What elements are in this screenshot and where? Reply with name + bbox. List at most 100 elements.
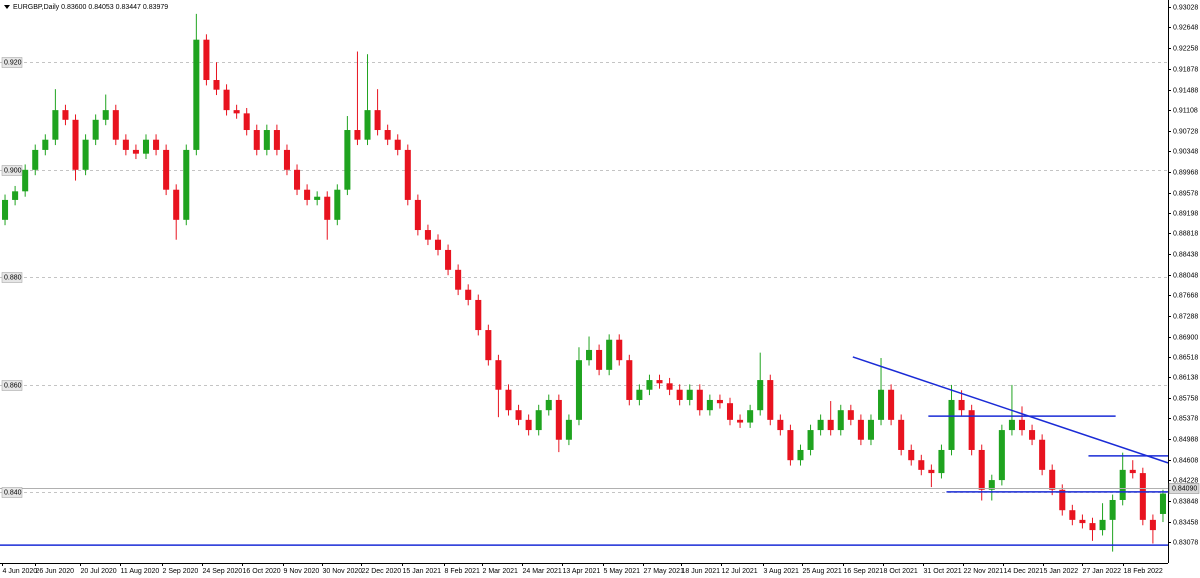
x-tick-label: 22 Nov 2021 <box>964 568 1004 575</box>
candle-body <box>132 149 139 154</box>
candle-body <box>586 349 593 361</box>
level-label-box <box>1 57 23 68</box>
x-tick-label: 4 Jun 2020 <box>3 568 38 575</box>
x-tick-label: 22 Dec 2020 <box>362 568 402 575</box>
candle-body <box>2 199 9 220</box>
level-label-box <box>1 487 23 498</box>
candle-body <box>1159 493 1166 514</box>
candle-body <box>32 149 39 170</box>
candle-body <box>173 189 180 220</box>
candle-body <box>978 449 985 490</box>
y-tick-label: 0.87668 <box>1173 292 1198 299</box>
x-tick-label: 3 Aug 2021 <box>764 568 800 575</box>
y-tick-label: 0.85378 <box>1173 415 1198 422</box>
y-tick-label: 0.89578 <box>1173 190 1198 197</box>
candle-body <box>918 460 925 470</box>
candle-body <box>1119 469 1126 500</box>
candle-body <box>1018 419 1026 431</box>
level-label: 0.880 <box>4 274 22 281</box>
y-tick-label: 0.93028 <box>1173 4 1198 11</box>
x-tick-label: 13 Apr 2021 <box>563 568 601 575</box>
candle-body <box>304 189 311 200</box>
candle-body <box>958 399 965 411</box>
candle-body <box>837 410 844 431</box>
candle-body <box>988 480 995 490</box>
y-tick-label: 0.86518 <box>1173 354 1198 361</box>
candle-body <box>52 110 59 140</box>
candle-body <box>777 419 784 431</box>
candle-body <box>606 339 613 370</box>
candle-body <box>324 196 331 220</box>
level-label: 0.860 <box>4 382 22 389</box>
candle-body <box>575 360 582 420</box>
candle-body <box>747 410 754 423</box>
candles-layer <box>2 13 1166 552</box>
x-tick-label: 5 May 2021 <box>604 568 641 575</box>
candle-body <box>1099 519 1106 531</box>
x-tick-label: 27 May 2021 <box>644 568 685 575</box>
y-tick-label: 0.88048 <box>1173 272 1198 279</box>
y-tick-label: 0.89968 <box>1173 169 1198 176</box>
y-tick-label: 0.92258 <box>1173 45 1198 52</box>
drawn-line <box>852 356 1169 464</box>
candle-body <box>112 110 119 140</box>
x-tick-label: 12 Jul 2021 <box>722 568 758 575</box>
candle-body <box>273 130 280 150</box>
x-tick-label: 27 Jan 2022 <box>1083 568 1122 575</box>
candle-body <box>475 299 482 331</box>
candle-body <box>213 80 220 90</box>
candle-body <box>1059 489 1066 511</box>
candle-body <box>515 410 522 420</box>
x-tick-label: 24 Sep 2020 <box>203 568 243 575</box>
price-label: 0.84090 <box>1172 485 1197 492</box>
candle-body <box>283 149 290 170</box>
candle-body <box>626 360 633 400</box>
candle-body <box>968 410 975 450</box>
x-tick-label: 26 Jun 2020 <box>36 568 75 575</box>
candle-body <box>908 449 915 461</box>
candle-body <box>827 419 834 431</box>
candle-body <box>434 239 442 250</box>
level-label: 0.840 <box>4 489 22 496</box>
candle-body <box>797 449 804 461</box>
candle-body <box>555 399 562 440</box>
y-tick-label: 0.86138 <box>1173 374 1198 381</box>
candle-body <box>656 380 663 384</box>
candle-body <box>122 139 129 150</box>
candle-body <box>12 191 19 200</box>
candle-body <box>505 389 512 411</box>
candle-body <box>737 419 744 423</box>
candle-body <box>998 430 1005 481</box>
candle-body <box>616 339 623 361</box>
candle-body <box>1129 469 1136 474</box>
candle-body <box>62 110 69 120</box>
candle-body <box>223 89 230 111</box>
candle-body <box>646 380 653 390</box>
candle-body <box>1109 499 1116 520</box>
level-label-box <box>1 272 23 283</box>
y-tick-label: 0.89198 <box>1173 210 1198 217</box>
candle-body <box>948 399 955 450</box>
level-label: 0.900 <box>4 167 22 174</box>
axes-layer: 0.920 0.900 0.880 0.860 0.840 0.93028 0.92648 0… <box>1 4 1200 575</box>
y-tick-label: 0.84988 <box>1173 436 1198 443</box>
candle-body <box>72 119 79 170</box>
x-tick-label: 9 Nov 2020 <box>284 568 320 575</box>
candle-body <box>545 399 552 411</box>
candle-body <box>485 330 492 361</box>
candle-body <box>294 169 301 190</box>
candle-body <box>596 349 603 370</box>
candle-body <box>676 389 683 400</box>
candle-body <box>455 269 462 290</box>
candle-body <box>183 149 190 220</box>
y-tick-label: 0.83848 <box>1173 498 1198 505</box>
candle-body <box>1069 510 1076 520</box>
x-tick-label: 18 Feb 2022 <box>1124 568 1163 575</box>
x-tick-label: 2 Mar 2021 <box>483 568 519 575</box>
price-label-box <box>1168 483 1200 494</box>
candle-body <box>424 230 431 240</box>
y-tick-label: 0.90348 <box>1173 148 1198 155</box>
candle-body <box>314 196 321 200</box>
